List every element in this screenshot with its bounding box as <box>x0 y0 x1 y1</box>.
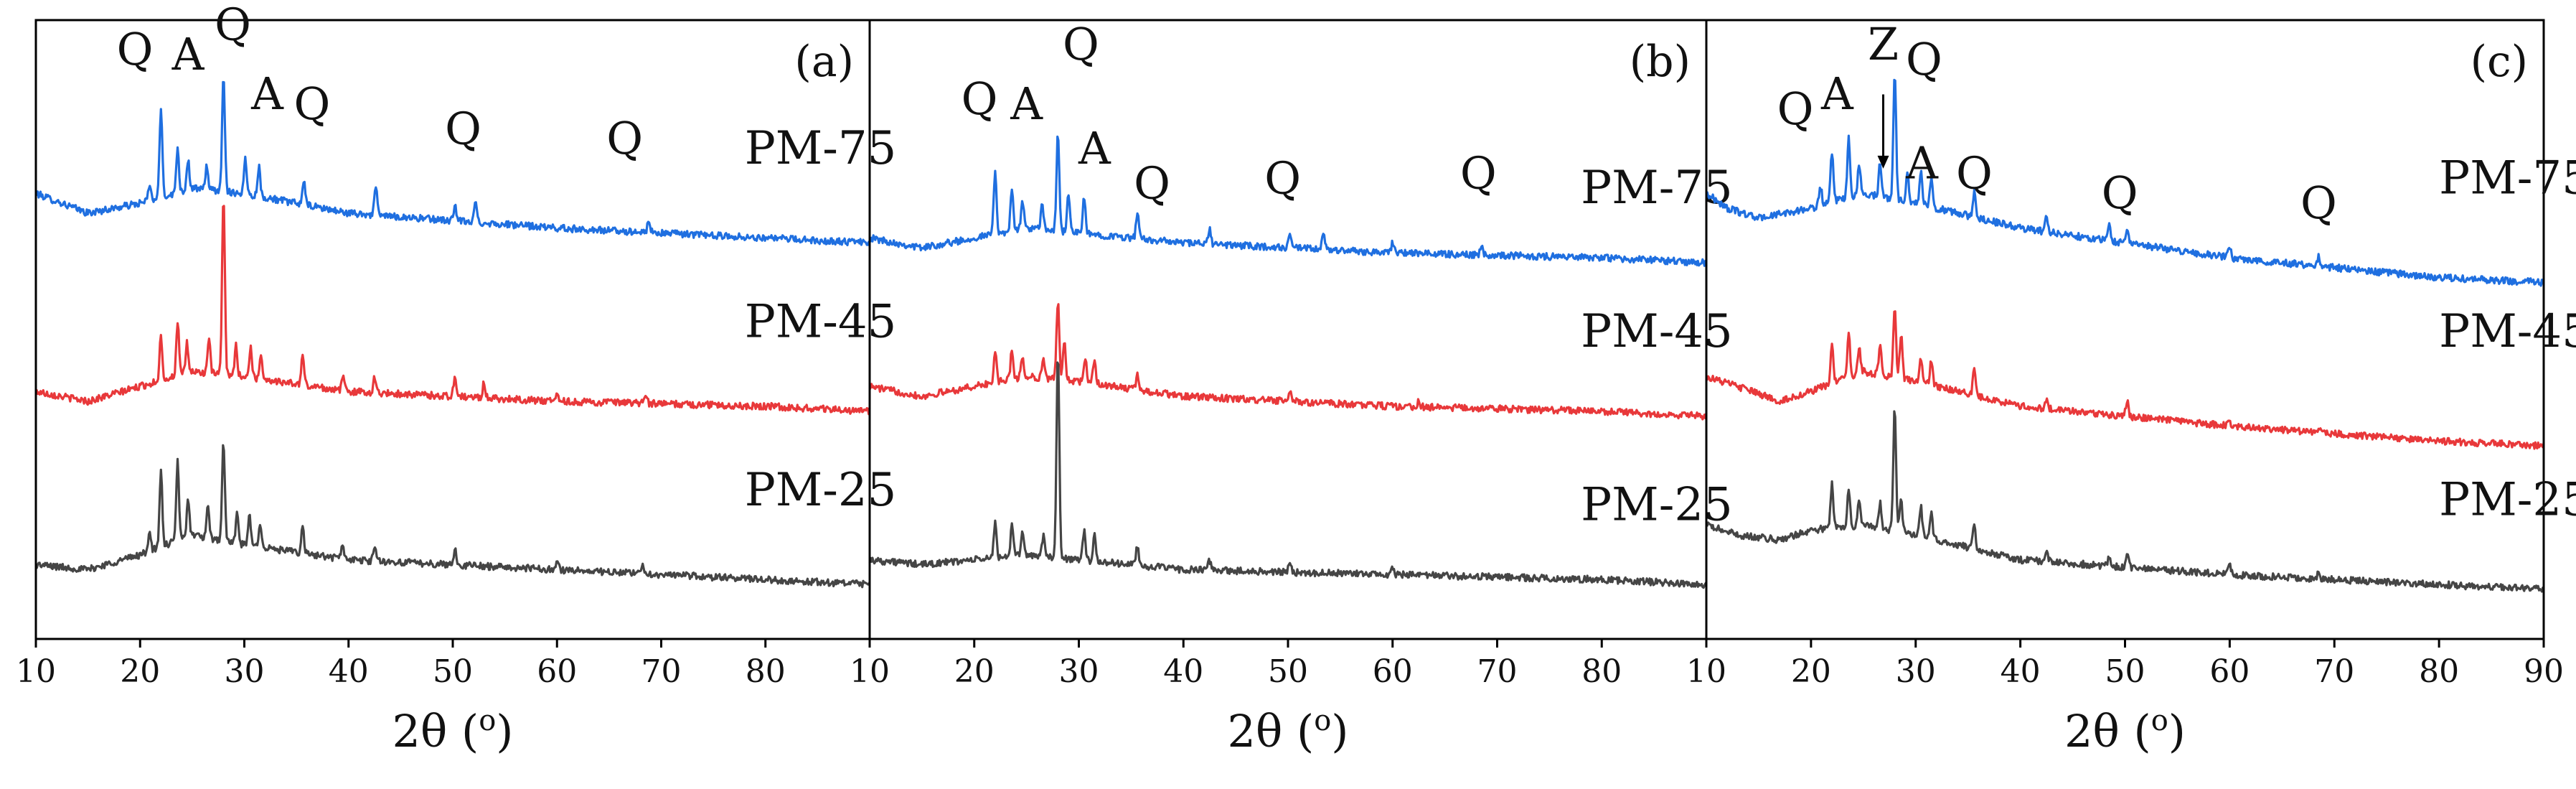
x-tick-label: 50 <box>433 653 473 690</box>
peak-annotation-q: Q <box>1777 83 1814 135</box>
peak-annotation-q: Q <box>117 23 154 75</box>
panel-1: 10 20 30 40 50 60 70 80 2θ (o) (a) PM-75 PM-45 PM-25… <box>16 0 896 757</box>
x-tick-label: 50 <box>1268 653 1308 690</box>
x-tick-label: 60 <box>1373 653 1413 690</box>
x-axis-title: 2θ (o) <box>392 704 514 757</box>
peak-annotation-q: Q <box>445 102 481 154</box>
peak-annotation-q: Q <box>1460 146 1497 199</box>
x-tick-label: 50 <box>2105 653 2145 690</box>
x-tick-label: 40 <box>1163 653 1203 690</box>
x-axis-title: 2θ (o) <box>1228 704 1349 757</box>
x-tick-label: 60 <box>537 653 577 690</box>
peak-annotation-q: Q <box>1264 151 1301 204</box>
x-tick-label: 30 <box>1896 653 1936 690</box>
x-tick-label: 60 <box>2209 653 2250 690</box>
x-tick-label: 90 <box>2524 653 2564 690</box>
peak-annotation-q: Q <box>1134 157 1170 209</box>
x-axis-title: 2θ (o) <box>2064 704 2186 757</box>
annotation-arrowhead <box>1877 155 1889 169</box>
x-tick-label: 10 <box>16 653 56 690</box>
peak-annotation-q: Q <box>293 78 330 130</box>
series-line-pm-45 <box>35 205 871 416</box>
series-label-pm-45: PM-45 <box>745 295 897 348</box>
peak-annotation-q: Q <box>1906 33 1942 85</box>
peak-annotation-q: Q <box>215 0 251 51</box>
x-tick-label: 30 <box>225 653 265 690</box>
x-tick-label: 30 <box>1059 653 1099 690</box>
x-tick-label: 40 <box>2001 653 2041 690</box>
x-tick-label: 70 <box>1477 653 1518 690</box>
series-line-pm-75 <box>869 135 1708 267</box>
peak-annotation-a: A <box>1010 78 1043 130</box>
x-tick-label: 10 <box>1686 653 1726 690</box>
series-line-pm-25 <box>868 361 1708 589</box>
series-label-pm-75: PM-75 <box>1581 162 1733 215</box>
x-tick-label: 70 <box>2314 653 2354 690</box>
series-line-pm-25 <box>1706 410 2544 593</box>
series-line-pm-75 <box>34 80 871 246</box>
peak-annotation-q: Q <box>606 112 643 164</box>
panel-label: (c) <box>2471 37 2528 87</box>
peak-annotation-z: Z <box>1868 18 1899 70</box>
peak-annotation-a: A <box>1905 137 1939 190</box>
peak-annotation-a: A <box>1820 67 1854 120</box>
peak-annotation-q: Q <box>2300 177 2337 229</box>
peak-annotation-q: Q <box>962 73 998 125</box>
peak-annotation-q: Q <box>1063 18 1099 70</box>
x-tick-label: 70 <box>641 653 682 690</box>
peak-annotation-q: Q <box>2102 167 2138 219</box>
series-line-pm-25 <box>34 444 871 589</box>
x-tick-label: 20 <box>120 653 160 690</box>
panel-label: (a) <box>794 37 854 87</box>
series-label-pm-45: PM-45 <box>1581 305 1733 358</box>
x-tick-label: 10 <box>850 653 890 690</box>
series-line-pm-75 <box>1705 78 2545 287</box>
x-tick-label: 80 <box>2419 653 2459 690</box>
peak-annotation-a: A <box>1078 122 1111 174</box>
peak-annotation-a: A <box>171 28 205 80</box>
x-tick-label: 80 <box>1581 653 1622 690</box>
x-tick-label: 20 <box>1791 653 1831 690</box>
series-label-pm-75: PM-75 <box>745 122 897 175</box>
series-label-pm-25: PM-25 <box>745 464 897 517</box>
series-line-pm-45 <box>1705 310 2545 450</box>
x-tick-label: 40 <box>329 653 369 690</box>
peak-annotation-q: Q <box>1956 146 1993 199</box>
panel-3: 10 20 30 40 50 60 70 80 90 2θ (o) (c) PM-75 PM-45 PM-… <box>1686 18 2576 757</box>
series-label-pm-45: PM-45 <box>2439 305 2576 358</box>
x-tick-label: 20 <box>954 653 995 690</box>
panel-label: (b) <box>1630 37 1691 87</box>
x-tick-label: 80 <box>746 653 786 690</box>
peak-annotation-a: A <box>250 67 284 120</box>
series-label-pm-75: PM-75 <box>2439 151 2576 205</box>
series-line-pm-45 <box>868 303 1708 421</box>
series-label-pm-25: PM-25 <box>2439 474 2576 527</box>
